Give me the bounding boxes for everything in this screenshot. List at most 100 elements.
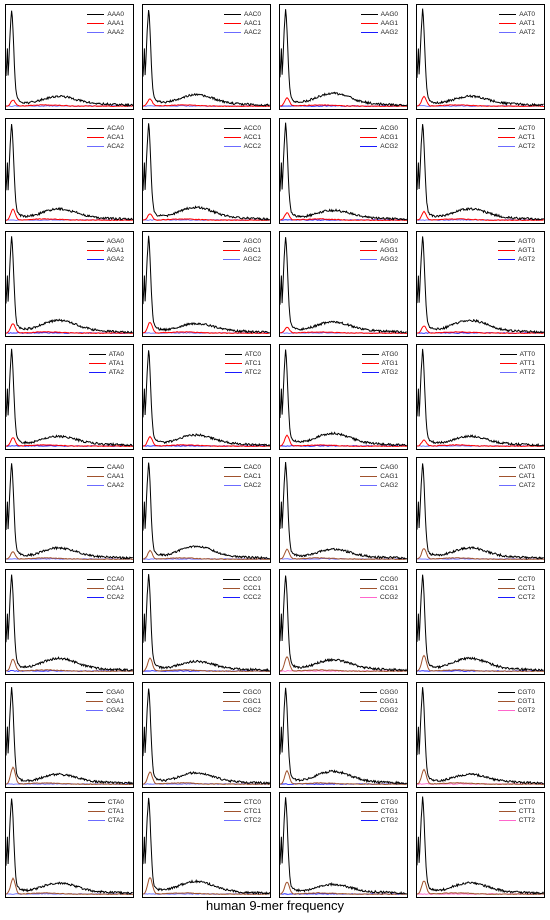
legend-swatch <box>224 363 242 364</box>
legend-entry: AGT2 <box>498 255 535 264</box>
legend-label: AAA0 <box>107 11 124 18</box>
legend: CGG0 CGG1 CGG2 <box>359 688 398 715</box>
series-line-1 <box>142 771 271 786</box>
legend-swatch <box>360 820 378 821</box>
legend-entry: AGA2 <box>86 255 124 264</box>
panel-cac: CAC0 CAC1 CAC2 <box>142 457 271 563</box>
legend-swatch <box>360 811 378 812</box>
legend-label: ATT1 <box>519 360 535 367</box>
legend-label: CCG2 <box>379 594 398 601</box>
legend-entry: CTG1 <box>360 807 398 816</box>
legend-entry: CCG1 <box>359 584 398 593</box>
legend-label: CGG0 <box>379 689 398 696</box>
legend-entry: CCT1 <box>498 584 535 593</box>
legend-entry: AGT0 <box>498 237 535 246</box>
legend-entry: CGA2 <box>86 706 124 715</box>
legend-swatch <box>223 485 241 486</box>
legend-entry: AAG0 <box>360 10 398 19</box>
panel-cct: CCT0 CCT1 CCT2 <box>416 569 545 675</box>
legend-label: ACT1 <box>518 134 535 141</box>
legend-swatch <box>360 128 378 129</box>
panel-ctc: CTC0 CTC1 CTC2 <box>142 792 271 898</box>
plot-area <box>416 463 545 561</box>
legend-swatch <box>87 467 105 468</box>
legend-swatch <box>499 354 517 355</box>
panel-atc: ATC0 ATC1 ATC2 <box>142 344 271 450</box>
legend-entry: ACT2 <box>498 142 535 151</box>
legend-entry: ATA0 <box>88 350 124 359</box>
legend-swatch <box>360 32 378 33</box>
legend-entry: ATA2 <box>88 368 124 377</box>
legend-swatch <box>499 372 517 373</box>
legend-label: CTT0 <box>518 799 535 806</box>
legend: AAT0 AAT1 AAT2 <box>499 10 535 37</box>
panel-acc: ACC0 ACC1 ACC2 <box>142 118 271 224</box>
legend-entry: ATC1 <box>224 359 261 368</box>
legend-entry: AGA1 <box>86 246 124 255</box>
plot-area <box>416 348 545 448</box>
legend-label: AAA2 <box>107 29 124 36</box>
series-line-0 <box>142 797 271 895</box>
panel-cga: CGA0 CGA1 CGA2 <box>5 682 134 788</box>
legend-entry: AAG2 <box>360 28 398 37</box>
plot-area <box>279 575 408 673</box>
plot-area <box>5 798 134 896</box>
legend-label: AAC1 <box>244 20 261 27</box>
plot-area <box>5 463 134 561</box>
legend-entry: CTC0 <box>224 798 261 807</box>
legend-entry: AGG2 <box>359 255 398 264</box>
legend-entry: ACG0 <box>360 124 398 133</box>
legend-swatch <box>224 32 242 33</box>
legend-swatch <box>497 710 515 711</box>
plot-area <box>5 236 134 335</box>
legend-entry: ACT0 <box>498 124 535 133</box>
legend-label: CTC2 <box>244 817 261 824</box>
series-line-2 <box>143 105 270 107</box>
legend-entry: CAA2 <box>87 481 124 490</box>
series-line-1 <box>417 95 545 108</box>
legend-swatch <box>360 14 378 15</box>
legend-label: ATT2 <box>519 369 535 376</box>
panel-cgt: CGT0 CGT1 CGT2 <box>416 682 545 788</box>
series-line-0 <box>416 8 544 107</box>
series-line-1 <box>279 211 408 222</box>
legend-label: CGG2 <box>379 707 398 714</box>
legend-label: ACT0 <box>518 125 535 132</box>
legend-swatch <box>86 241 104 242</box>
legend-label: ACG1 <box>380 134 398 141</box>
plot-area <box>142 350 271 448</box>
panel-att: ATT0 ATT1 ATT2 <box>416 344 545 450</box>
legend-entry: CCG2 <box>359 593 398 602</box>
legend-label: AGT0 <box>518 238 535 245</box>
legend-label: CTA2 <box>107 817 124 824</box>
legend-entry: CGA0 <box>86 688 124 697</box>
legend-label: CAA0 <box>107 464 124 471</box>
legend-label: ACA2 <box>107 143 124 150</box>
legend-swatch <box>86 710 104 711</box>
legend: CTC0 CTC1 CTC2 <box>224 798 261 825</box>
legend-entry: CGC1 <box>222 697 261 706</box>
legend-entry: CAC2 <box>223 481 261 490</box>
legend-label: CAG2 <box>380 482 398 489</box>
legend-swatch <box>224 811 242 812</box>
series-line-1 <box>279 881 408 896</box>
plot-area <box>5 574 134 673</box>
plot-area <box>5 348 134 448</box>
legend-swatch <box>498 250 516 251</box>
legend-swatch <box>224 23 242 24</box>
legend-swatch <box>359 588 377 589</box>
plot-area <box>279 461 407 561</box>
legend-swatch <box>87 820 105 821</box>
legend-label: CTC1 <box>244 808 261 815</box>
plot-area <box>279 797 408 896</box>
legend-swatch <box>498 820 516 821</box>
x-axis-label: human 9-mer frequency <box>205 898 344 913</box>
legend-swatch <box>359 259 377 260</box>
legend-entry: CAC0 <box>223 463 261 472</box>
legend-swatch <box>224 802 242 803</box>
legend: ACT0 ACT1 ACT2 <box>498 124 535 151</box>
legend: CGT0 CGT1 CGT2 <box>497 688 535 715</box>
legend-label: AGT1 <box>518 247 535 254</box>
panel-cat: CAT0 CAT1 CAT2 <box>416 457 545 563</box>
